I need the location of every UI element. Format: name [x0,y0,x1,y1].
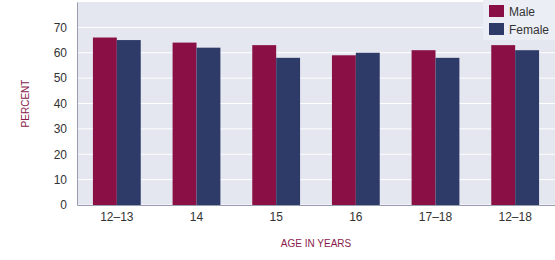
bar [197,48,221,205]
grid-line [77,179,555,180]
x-axis: 12–13 14 15 16 17–18 12–18 [78,205,555,224]
x-tick: 12–13 [100,205,134,224]
x-tick: 12–18 [498,205,532,224]
chart: 0 10 20 30 40 50 60 70 12–13 14 15 16 17–18 12–18 AGE … [0,0,555,260]
grid-line [77,52,555,53]
bar [93,38,117,205]
y-axis: 0 10 20 30 40 50 60 70 [54,3,78,213]
y-tick: 30 [54,122,77,136]
x-axis-line [78,205,555,206]
grid-line [77,128,555,129]
grid-line [77,154,555,155]
legend-swatch [489,23,504,35]
legend-label: Male [509,5,535,19]
y-tick-label: 70 [54,21,68,35]
y-tick-label: 10 [54,173,68,187]
y-tick-label: 60 [54,46,68,60]
x-tick: 16 [349,205,363,224]
legend: Male Female [483,0,555,40]
bar [252,45,276,205]
grid-line [77,78,555,79]
grid [77,27,555,205]
grid-line [77,103,555,104]
legend-background [483,0,555,40]
y-tick-label: 0 [60,198,67,212]
bar [515,50,539,205]
y-tick: 50 [54,71,77,85]
legend-item: Female [489,23,549,37]
y-tick-label: 20 [54,148,68,162]
bar [356,53,380,205]
legend-item: Male [489,5,535,19]
bar [276,58,300,205]
bar [173,43,197,205]
y-axis-title: PERCENT [20,80,31,128]
bar [436,58,460,205]
legend-label: Female [509,23,549,37]
y-tick: 40 [54,97,77,111]
bars [93,38,539,205]
bar [332,55,356,205]
y-tick: 70 [54,21,77,35]
x-tick-label: 15 [269,210,283,224]
bar [491,45,515,205]
x-tick: 17–18 [419,205,453,224]
grid-line [77,205,555,206]
bar [117,40,141,205]
y-tick: 0 [60,198,77,212]
x-tick-label: 12–18 [498,210,532,224]
y-axis-line [77,3,78,206]
y-tick: 60 [54,46,77,60]
x-tick: 14 [190,205,204,224]
y-tick: 20 [54,148,77,162]
x-tick-label: 14 [190,210,204,224]
y-tick-label: 40 [54,97,68,111]
bar [412,50,436,205]
x-tick: 15 [269,205,283,224]
y-tick-label: 50 [54,71,68,85]
plot: 0 10 20 30 40 50 60 70 12–13 14 15 16 17–18 12–18 [54,2,555,224]
x-axis-title: AGE IN YEARS [281,238,352,249]
y-tick-label: 30 [54,122,68,136]
y-tick: 10 [54,173,77,187]
legend-swatch [489,5,504,17]
x-tick-label: 17–18 [419,210,453,224]
x-tick-label: 16 [349,210,363,224]
x-tick-label: 12–13 [100,210,134,224]
